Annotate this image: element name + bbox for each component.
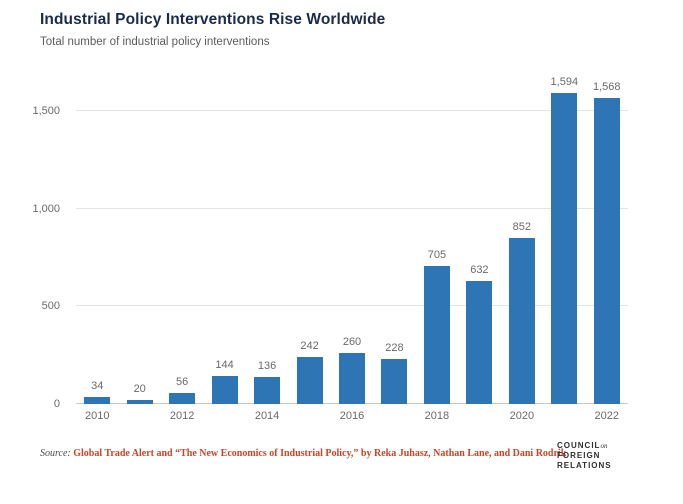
bar-2022 bbox=[593, 97, 620, 404]
bar-2010 bbox=[84, 397, 111, 404]
cfr-logo-line1: COUNCILon bbox=[557, 441, 608, 450]
bar-2020 bbox=[508, 237, 535, 404]
x-tick-label-2022: 2022 bbox=[594, 410, 620, 422]
bar-value-2010: 34 bbox=[91, 380, 104, 393]
bar-value-2013: 144 bbox=[215, 358, 234, 371]
x-axis-labels: 2010 2012 2014 2016 2018 2020 2022 bbox=[76, 410, 628, 426]
bar-value-2011: 20 bbox=[133, 383, 146, 396]
y-tick-label-0: 0 bbox=[53, 398, 60, 410]
bar-value-2021: 1,594 bbox=[550, 75, 579, 88]
bar-2018 bbox=[423, 266, 450, 404]
gridline-500 bbox=[76, 305, 628, 307]
bar-value-2017: 228 bbox=[385, 342, 404, 355]
bar-2011 bbox=[126, 400, 153, 404]
bar-value-2012: 56 bbox=[176, 376, 189, 389]
bar-2012 bbox=[169, 393, 196, 404]
x-tick-label-2014: 2014 bbox=[254, 410, 280, 422]
cfr-logo-line3: RELATIONS bbox=[557, 461, 612, 470]
gridline-1000 bbox=[76, 207, 628, 209]
plot-area: 34 20 56 144 136 242 260 228 705 632 852 1,594 1,568 bbox=[76, 76, 628, 404]
y-tick-label-500: 500 bbox=[41, 300, 60, 313]
bar-value-2015: 242 bbox=[300, 339, 319, 352]
cfr-logo-on: on bbox=[600, 442, 608, 450]
cfr-logo-line2: FOREIGN bbox=[557, 451, 601, 460]
bar-2021 bbox=[551, 92, 578, 404]
bar-2014 bbox=[254, 377, 281, 404]
source-link[interactable]: Global Trade Alert and “The New Economic… bbox=[73, 448, 567, 459]
bar-2017 bbox=[381, 359, 408, 404]
bar-2013 bbox=[211, 375, 238, 404]
source-line: Source: Global Trade Alert and “The New … bbox=[40, 448, 566, 459]
chart-subtitle: Total number of industrial policy interv… bbox=[40, 36, 270, 48]
bar-2015 bbox=[296, 356, 323, 404]
y-tick-label-1500: 1,500 bbox=[32, 105, 60, 118]
bar-2016 bbox=[339, 353, 365, 404]
cfr-logo: COUNCILon FOREIGN RELATIONS bbox=[557, 441, 612, 471]
y-axis-labels: 0 500 1,000 1,500 bbox=[0, 80, 68, 410]
x-tick-label-2012: 2012 bbox=[169, 410, 195, 422]
bar-value-2019: 632 bbox=[470, 263, 489, 276]
x-tick-label-2016: 2016 bbox=[339, 410, 365, 422]
bar-value-2014: 136 bbox=[257, 360, 277, 373]
y-tick-label-1000: 1,000 bbox=[32, 202, 60, 215]
x-tick-label-2020: 2020 bbox=[509, 410, 535, 422]
gridline-1500 bbox=[76, 110, 628, 112]
bar-value-2018: 705 bbox=[427, 249, 447, 262]
x-tick-label-2018: 2018 bbox=[424, 410, 450, 422]
bar-value-2022: 1,568 bbox=[593, 80, 621, 93]
bar-value-2020: 852 bbox=[512, 220, 532, 233]
bar-2019 bbox=[466, 280, 493, 404]
x-tick-label-2010: 2010 bbox=[84, 410, 110, 422]
chart-title: Industrial Policy Interventions Rise Wor… bbox=[40, 11, 386, 28]
source-prefix: Source: bbox=[40, 448, 71, 459]
bar-value-2016: 260 bbox=[342, 336, 362, 349]
